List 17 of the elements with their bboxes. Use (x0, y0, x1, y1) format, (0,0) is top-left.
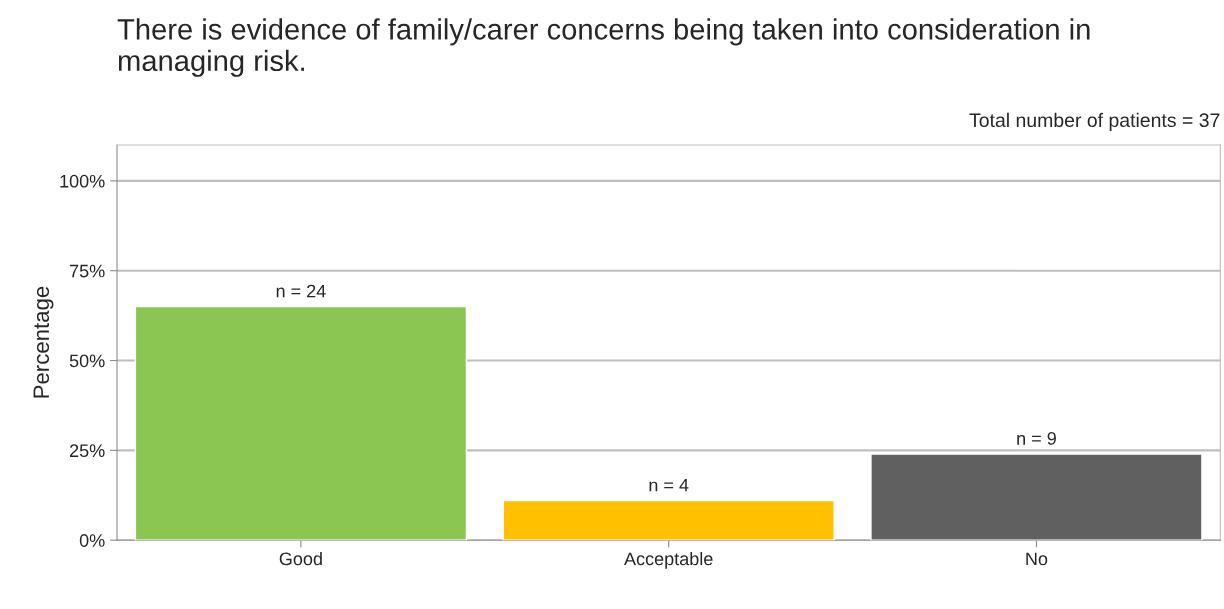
y-tick-label: 0% (79, 534, 105, 547)
x-tick-label: No (1026, 552, 1048, 566)
annotation: n = 4 (649, 478, 689, 492)
x-tick-label: Good (279, 551, 322, 566)
bar (502, 499, 835, 541)
annotation: n = 9 (1017, 432, 1056, 445)
annotation: n = 24 (276, 284, 326, 298)
chart-title: There is evidence of family/carer concerns being taken into consideration in managing risk. (117, 18, 1090, 77)
bar (870, 453, 1203, 541)
y-tick-label: 25% (69, 444, 105, 458)
y-axis-title: Percentage (33, 286, 54, 398)
y-tick-label: 100% (60, 174, 105, 188)
bar (134, 305, 468, 541)
y-tick-label: 75% (70, 264, 105, 278)
text: Total number of patients = 37 (969, 112, 1220, 131)
x-tick-label: Acceptable (624, 551, 713, 569)
y-tick-label: 50% (69, 354, 105, 368)
